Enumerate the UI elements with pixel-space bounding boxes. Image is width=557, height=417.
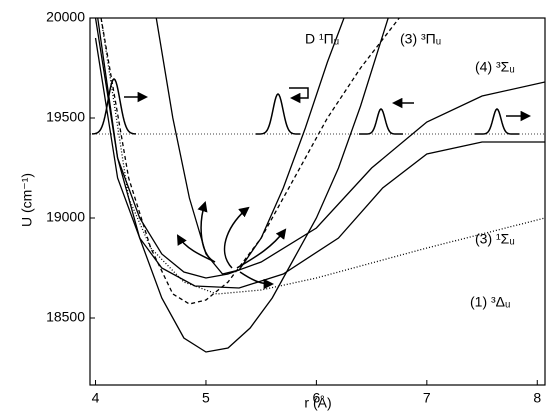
plot-frame bbox=[89, 17, 546, 386]
x-axis-label: r (Å) bbox=[304, 395, 331, 411]
x-tick-label: 7 bbox=[423, 390, 431, 406]
wavepacket bbox=[255, 93, 301, 135]
y-tick-label: 18500 bbox=[46, 309, 85, 325]
curve bbox=[97, 18, 389, 353]
x-tick-label: 8 bbox=[533, 390, 541, 406]
wavepacket bbox=[91, 78, 137, 135]
curve bbox=[94, 18, 545, 279]
curve-label: (3) ¹Σᵤ bbox=[475, 231, 515, 247]
wavepacket bbox=[475, 108, 519, 135]
curve bbox=[100, 18, 400, 305]
y-tick-label: 19500 bbox=[46, 109, 85, 125]
curve-label: (4) ³Σᵤ bbox=[475, 59, 515, 75]
y-tick-label: 19000 bbox=[46, 209, 85, 225]
curve bbox=[94, 37, 545, 289]
curve-label: (3) ³Πᵤ bbox=[400, 31, 441, 47]
wavepacket bbox=[359, 108, 403, 135]
y-axis-label: U (cm⁻¹) bbox=[19, 173, 35, 227]
curve-label: D ¹Πᵤ bbox=[305, 31, 339, 47]
x-tick-label: 4 bbox=[92, 390, 100, 406]
x-tick-label: 5 bbox=[202, 390, 210, 406]
curve bbox=[155, 18, 345, 275]
curve-label: (1) ³Δᵤ bbox=[470, 294, 510, 310]
arrows bbox=[124, 87, 532, 290]
y-tick-label: 20000 bbox=[46, 9, 85, 25]
x-tick-label: 6 bbox=[312, 390, 320, 406]
